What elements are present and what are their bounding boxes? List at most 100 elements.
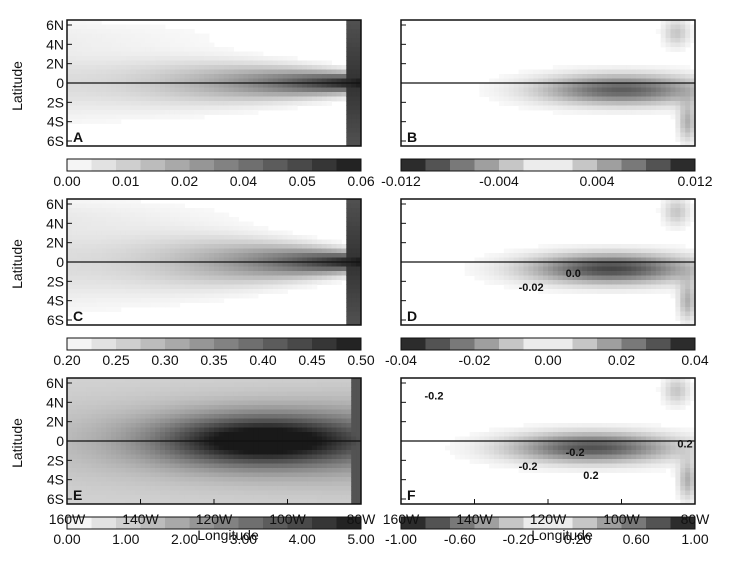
heat-cell	[665, 199, 671, 204]
heat-cell	[71, 51, 78, 57]
heat-cell	[204, 60, 210, 66]
heat-cell	[155, 60, 161, 66]
heat-cell	[135, 203, 141, 209]
heat-cell	[258, 396, 264, 401]
heat-cell	[331, 454, 337, 460]
heat-cell	[76, 253, 83, 258]
heat-cell	[233, 387, 239, 392]
heat-cell	[238, 477, 244, 482]
heat-cell	[494, 275, 500, 281]
heat-cell	[670, 65, 676, 70]
heat-cell	[326, 244, 332, 249]
colorbar-swatch	[572, 338, 598, 350]
heat-cell	[592, 74, 598, 79]
heat-cell	[636, 271, 642, 276]
heat-cell	[341, 69, 347, 75]
heat-cell	[125, 293, 132, 299]
heat-cell	[346, 42, 352, 48]
heat-cell	[272, 409, 279, 415]
heat-cell	[626, 275, 632, 281]
heat-cell	[174, 253, 181, 258]
heat-cell	[228, 235, 234, 240]
heat-cell	[135, 289, 141, 294]
heat-cell	[223, 382, 230, 388]
heat-cell	[351, 114, 357, 120]
heat-cell	[160, 499, 166, 505]
heat-cell	[548, 78, 554, 84]
heat-cell	[179, 271, 185, 276]
heat-cell	[655, 96, 662, 102]
heat-cell	[233, 423, 239, 428]
heat-cell	[592, 262, 598, 267]
heat-cell	[179, 230, 185, 236]
heat-cell	[616, 271, 622, 276]
heat-cell	[346, 101, 352, 106]
heat-cell	[253, 101, 259, 106]
heat-cell	[145, 436, 151, 442]
colorbar-tick-label: 0.004	[579, 173, 614, 189]
heat-cell	[218, 378, 225, 383]
heat-cell	[282, 423, 288, 428]
heat-cell	[150, 289, 156, 294]
heat-cell	[233, 271, 239, 276]
heat-cell	[646, 69, 652, 75]
heat-cell	[316, 477, 323, 482]
heat-cell	[302, 248, 308, 254]
heat-cell	[601, 110, 608, 115]
heat-cell	[165, 114, 171, 120]
heat-cell	[96, 289, 102, 294]
heat-cell	[336, 92, 342, 97]
lat-tick-label: 2S	[47, 273, 64, 289]
heat-cell	[263, 396, 269, 401]
heat-cell	[312, 477, 318, 482]
heat-cell	[209, 47, 215, 52]
heat-cell	[307, 418, 313, 424]
heat-cell	[543, 78, 549, 84]
colorbar-tick-label: -0.04	[385, 352, 417, 368]
heat-cell	[145, 226, 151, 231]
heat-cell	[76, 441, 83, 446]
heat-cell	[292, 248, 298, 254]
heat-cell	[71, 78, 78, 84]
heat-cell	[611, 253, 617, 258]
heat-cell	[336, 96, 342, 102]
heat-cell	[302, 387, 308, 392]
heat-cell	[258, 289, 264, 294]
heat-cell	[272, 244, 279, 249]
heat-cell	[238, 78, 244, 84]
heat-cell	[631, 92, 637, 97]
heat-cell	[346, 105, 352, 111]
heat-cell	[243, 266, 249, 272]
heat-cell	[675, 87, 681, 93]
heat-cell	[116, 83, 122, 88]
heat-cell	[356, 56, 362, 61]
heat-cell	[81, 65, 87, 70]
heat-cell	[263, 441, 269, 446]
heat-cell	[243, 83, 249, 88]
heat-cell	[160, 203, 166, 209]
heat-cell	[228, 486, 234, 491]
heat-cell	[160, 436, 166, 442]
heat-cell	[646, 101, 652, 106]
heat-cell	[67, 230, 73, 236]
heat-cell	[267, 418, 274, 424]
heat-cell	[690, 123, 696, 129]
heat-cell	[675, 105, 681, 111]
heat-cell	[140, 481, 146, 487]
heat-cell	[86, 239, 92, 245]
heat-cell	[101, 302, 107, 308]
heat-cell	[194, 74, 200, 79]
heat-cell	[184, 468, 190, 473]
heat-cell	[292, 78, 298, 84]
heat-cell	[665, 266, 671, 272]
lat-tick-label: 2N	[46, 235, 64, 251]
heat-cell	[336, 244, 342, 249]
heat-cell	[218, 275, 225, 281]
heat-cell	[209, 436, 215, 442]
heat-cell	[243, 293, 249, 299]
heat-cell	[199, 83, 205, 88]
heat-cell	[223, 391, 230, 397]
heat-cell	[125, 239, 132, 245]
heat-cell	[116, 445, 122, 451]
heat-cell	[194, 65, 200, 70]
